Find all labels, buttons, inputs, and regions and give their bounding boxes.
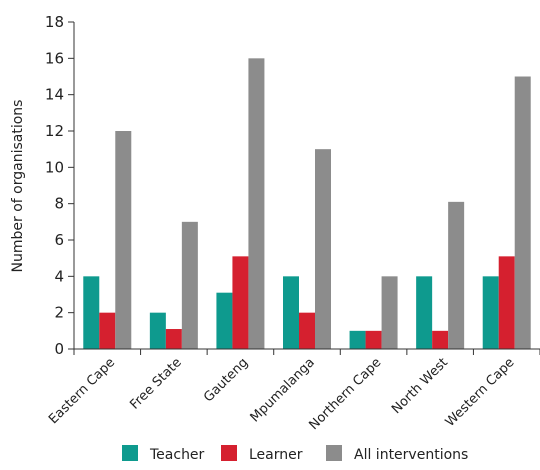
bar-all-interventions — [115, 131, 132, 349]
y-tick-label: 14 — [45, 86, 64, 104]
bar-learner — [165, 329, 182, 349]
bar-teacher — [83, 276, 100, 349]
y-tick-label: 4 — [54, 267, 64, 285]
legend-label: Learner — [249, 447, 303, 463]
x-tick-label: North West — [389, 355, 451, 417]
legend-label: Teacher — [149, 447, 205, 463]
axes — [73, 22, 540, 355]
bar-all-interventions — [381, 276, 398, 349]
y-tick-label: 10 — [45, 158, 64, 176]
bar-learner — [299, 312, 315, 349]
bar-all-interventions — [514, 76, 531, 349]
x-tick-label: Mpumalanga — [248, 355, 318, 425]
bar-all-interventions — [248, 58, 265, 349]
y-tick-label: 18 — [45, 13, 64, 31]
x-tick-label: Eastern Cape — [46, 355, 118, 427]
bars — [83, 58, 531, 349]
bar-learner — [365, 330, 382, 349]
y-tick-label: 0 — [54, 340, 64, 358]
x-tick-label: Western Cape — [443, 355, 518, 430]
bar-all-interventions — [315, 149, 331, 349]
x-tick-label: Gauteng — [201, 355, 251, 405]
bar-learner — [99, 312, 116, 349]
bar-teacher — [216, 292, 233, 349]
bar-all-interventions — [448, 201, 465, 349]
x-tick-label: Northern Cape — [307, 355, 385, 433]
legend-swatch — [326, 445, 342, 461]
legend-label: All interventions — [354, 447, 468, 463]
y-tick-label: 8 — [54, 195, 64, 213]
bar-learner — [498, 256, 515, 349]
legend-swatch — [122, 445, 138, 461]
bar-teacher — [482, 276, 499, 349]
legend: Teacher Learner All interventions — [122, 445, 468, 463]
bar-teacher — [349, 330, 366, 349]
y-axis-title: Number of organisations — [10, 100, 26, 273]
x-tick-label: Free State — [127, 355, 184, 412]
legend-swatch — [221, 445, 237, 461]
bar-teacher — [283, 276, 299, 349]
y-axis: 0 2 4 6 8 10 12 14 16 18 — [45, 13, 74, 358]
bar-learner — [232, 256, 249, 349]
bar-teacher — [149, 312, 166, 349]
bar-teacher — [416, 276, 433, 349]
y-tick-label: 6 — [54, 231, 64, 249]
x-axis: Eastern Cape Free State GautengMpumalangaN… — [46, 355, 517, 433]
y-tick-label: 12 — [45, 122, 64, 140]
y-tick-label: 16 — [45, 49, 64, 67]
bar-all-interventions — [181, 221, 198, 349]
bar-learner — [432, 330, 449, 349]
y-tick-label: 2 — [54, 304, 64, 322]
